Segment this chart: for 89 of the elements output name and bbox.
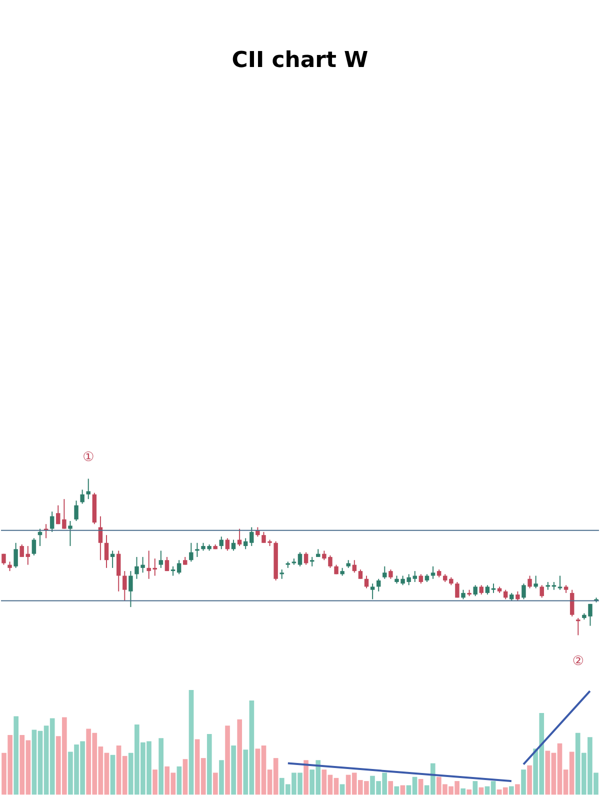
bar <box>237 719 242 795</box>
bar <box>527 765 532 795</box>
candlestick <box>68 520 72 547</box>
candlestick <box>376 578 381 592</box>
candlestick <box>32 538 36 556</box>
candlestick <box>164 556 170 572</box>
bar <box>509 786 514 795</box>
candlestick <box>503 589 508 600</box>
bar <box>231 745 236 795</box>
candlestick <box>243 538 248 550</box>
bar <box>14 716 19 795</box>
bar <box>394 786 400 795</box>
bar <box>219 760 224 795</box>
candlestick <box>116 550 121 592</box>
candlestick <box>38 528 42 547</box>
candlestick <box>310 556 314 567</box>
bar <box>388 781 394 795</box>
candlestick <box>352 560 357 574</box>
bar <box>340 784 345 795</box>
candlestick <box>231 539 236 552</box>
candlestick <box>98 516 103 561</box>
bar <box>515 784 520 795</box>
candlestick <box>176 560 182 575</box>
candlestick <box>491 583 496 594</box>
candlestick <box>80 489 84 504</box>
candlestick <box>152 558 157 576</box>
bar <box>158 738 164 795</box>
candlestick <box>110 550 115 568</box>
candlestick <box>219 536 224 550</box>
candlestick <box>485 584 490 596</box>
candlestick <box>74 500 78 522</box>
candlestick <box>225 538 230 552</box>
candlestick <box>298 552 302 567</box>
candlestick <box>479 584 484 596</box>
candlestick <box>158 550 164 568</box>
text: ① <box>82 450 94 465</box>
candlestick <box>558 575 562 590</box>
candlestick <box>256 526 260 538</box>
candlestick <box>418 574 424 584</box>
bar <box>472 781 478 795</box>
bar <box>176 766 182 795</box>
candlestick <box>20 544 24 558</box>
candlestick <box>382 566 387 580</box>
candlestick <box>26 546 30 566</box>
candlestick <box>358 568 363 580</box>
text: ② <box>572 654 584 670</box>
bar <box>466 789 472 795</box>
candlestick <box>473 584 478 597</box>
candlestick <box>50 511 54 532</box>
bar <box>304 760 308 795</box>
candlestick <box>146 550 151 580</box>
candlestick <box>86 478 90 500</box>
candlestick <box>280 568 284 580</box>
candlestick <box>461 589 466 600</box>
bar <box>206 734 212 795</box>
chart-title: CII chart W <box>232 48 368 74</box>
candlestick <box>534 575 538 589</box>
bar <box>225 726 230 795</box>
bar <box>152 770 158 795</box>
candlestick <box>455 582 460 598</box>
candlestick <box>189 542 194 562</box>
candlestick <box>412 570 417 583</box>
candlestick <box>540 584 544 598</box>
candlestick <box>430 566 436 580</box>
candlestick <box>237 528 242 547</box>
bar <box>213 772 218 795</box>
candlestick <box>576 617 580 636</box>
candlestick <box>170 566 176 576</box>
candlestick <box>528 575 532 589</box>
bar <box>188 690 194 795</box>
candlestick <box>388 568 393 580</box>
candlestick <box>128 570 133 608</box>
candlestick <box>8 561 12 572</box>
candlestick <box>250 526 254 547</box>
candlestick <box>522 583 526 600</box>
candlestick <box>516 590 520 602</box>
candlestick <box>364 575 369 589</box>
bar <box>521 770 526 795</box>
candlestick <box>195 542 200 558</box>
candlestick <box>370 583 375 600</box>
bar <box>182 759 188 795</box>
bar <box>418 778 424 795</box>
bar <box>110 754 116 795</box>
bar <box>460 788 466 795</box>
candlestick <box>570 589 574 617</box>
candlestick <box>304 552 308 566</box>
candlestick <box>104 534 109 568</box>
candlestick <box>14 542 18 568</box>
candlestick <box>122 570 127 602</box>
